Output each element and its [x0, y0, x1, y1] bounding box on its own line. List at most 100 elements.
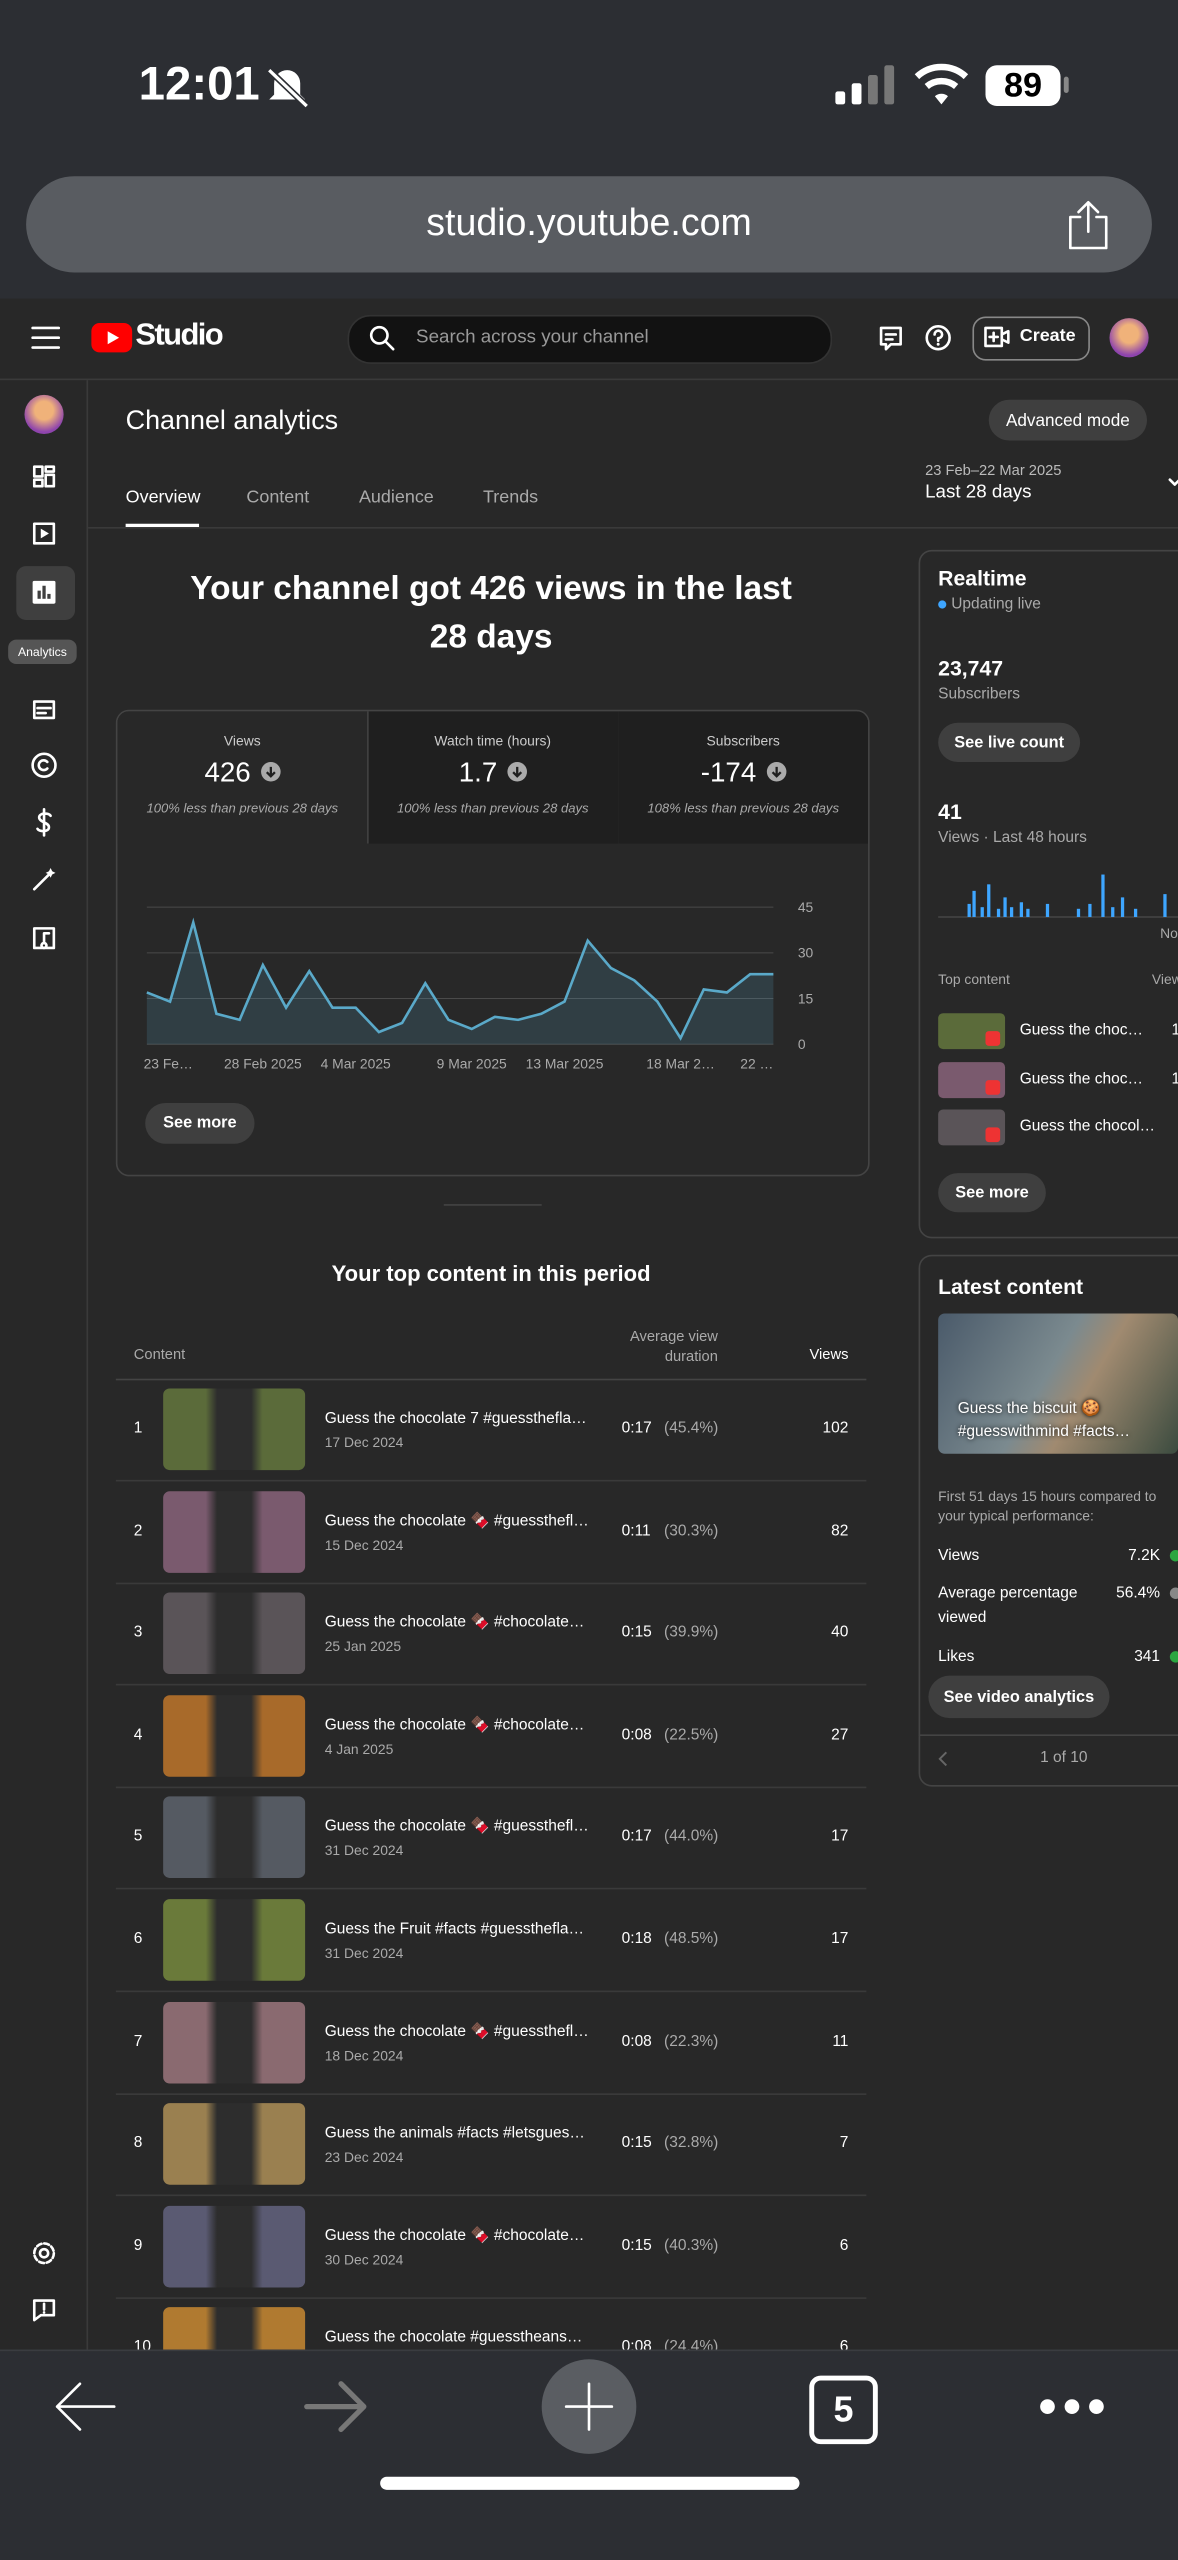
- account-avatar[interactable]: [1109, 318, 1149, 358]
- audio-icon[interactable]: [32, 927, 56, 950]
- y-tick-label: 0: [798, 1036, 806, 1052]
- latest-compare: First 51 days 15 hours compared to your …: [938, 1488, 1157, 1524]
- row-title: Guess the chocolate 🍫 #guessthefl…: [324, 1818, 589, 1837]
- row-date: 31 Dec 2024: [324, 1842, 404, 1860]
- rt-views: 1: [1171, 1070, 1178, 1089]
- wifi-icon: [914, 63, 969, 105]
- more-button[interactable]: [1039, 2398, 1104, 2414]
- row-title: Guess the animals #facts #letsgues…: [324, 2124, 585, 2143]
- row-views: 40: [831, 1623, 849, 1642]
- youtube-logo[interactable]: [91, 323, 133, 353]
- row-divider: [115, 1786, 867, 1788]
- row-divider: [115, 1684, 867, 1686]
- row-percent: (30.3%): [664, 1521, 719, 1540]
- metric-note: 100% less than previous 28 days: [396, 801, 589, 816]
- tab-indicator: [125, 523, 200, 528]
- channel-avatar[interactable]: [24, 394, 64, 435]
- metric-value: -174: [618, 757, 868, 790]
- x-tick-label: 18 Mar 2…: [646, 1056, 715, 1072]
- row-percent: (39.9%): [664, 1623, 719, 1642]
- metric-value: 426: [117, 757, 367, 790]
- row-divider: [115, 2194, 867, 2197]
- settings-icon[interactable]: [31, 2240, 57, 2266]
- stat-indicator: [1169, 1550, 1178, 1562]
- views-chart: 0 15 30 45 23 Fe… 28 Feb 2025 4 Mar 2025 9 Mar …: [144, 899, 814, 1072]
- row-thumbnail: [163, 1388, 306, 1471]
- x-tick-label: 9 Mar 2025: [437, 1056, 507, 1072]
- logo-text: Studio: [135, 318, 223, 353]
- realtime-see-more[interactable]: See more: [938, 1173, 1046, 1213]
- forward-button[interactable]: [303, 2379, 368, 2434]
- dashboard-icon[interactable]: [32, 465, 56, 488]
- url: studio.youtube.com: [426, 200, 752, 244]
- row-percent: (45.4%): [664, 1419, 719, 1438]
- period-dropdown[interactable]: [1168, 478, 1178, 488]
- copyright-icon[interactable]: [31, 752, 57, 778]
- new-tab-icon: [564, 2382, 614, 2431]
- row-date: 17 Dec 2024: [324, 1434, 404, 1451]
- back-button[interactable]: [52, 2379, 117, 2434]
- period[interactable]: Last 28 days: [925, 482, 1032, 503]
- table-header-divider: [115, 1378, 867, 1381]
- x-tick-label: 28 Feb 2025: [224, 1056, 302, 1072]
- row-date: 23 Dec 2024: [324, 2149, 404, 2166]
- customization-icon[interactable]: [32, 868, 56, 891]
- metric-value-text: 1.7: [458, 757, 498, 789]
- search-box[interactable]: [347, 314, 833, 364]
- realtime-card: [918, 549, 1178, 1239]
- realtime-title: Realtime: [938, 566, 1027, 591]
- row-divider: [115, 1990, 867, 1993]
- pager-prev[interactable]: [938, 1751, 948, 1767]
- tabs-button[interactable]: 5: [809, 2375, 878, 2445]
- tab-audience[interactable]: Audience: [358, 487, 434, 508]
- header-divider: [0, 378, 1178, 381]
- row-duration: 0:15: [621, 2236, 652, 2255]
- tab-trends[interactable]: Trends: [482, 487, 539, 508]
- subtitles-icon[interactable]: [32, 700, 56, 720]
- url-bar[interactable]: [26, 176, 1152, 273]
- help-icon[interactable]: [925, 325, 951, 351]
- row-title: Guess the Fruit #facts #guessthefla…: [324, 1920, 585, 1939]
- row-views: 6: [839, 2338, 849, 2357]
- y-tick-label: 45: [798, 899, 814, 915]
- row-date: 31 Dec 2024: [324, 1944, 404, 1962]
- section-divider: [443, 1204, 542, 1206]
- row-title: Guess the chocolate #guesstheans…: [324, 2328, 583, 2347]
- row-thumbnail: [163, 1694, 306, 1777]
- see-more-button[interactable]: See more: [145, 1102, 255, 1144]
- rt-shorts-badge: [985, 1127, 1001, 1143]
- tabs-divider: [88, 527, 1178, 529]
- row-duration: 0:08: [621, 2032, 652, 2051]
- row-views: 11: [832, 2032, 849, 2051]
- row-views: 6: [839, 2236, 849, 2255]
- stat-indicator: [1169, 1587, 1178, 1599]
- realtime-views: 41: [938, 799, 962, 824]
- latest-video-title: Guess the biscuit 🍪 #guesswithmind #fact…: [957, 1399, 1131, 1441]
- rt-title: Guess the choc…: [1019, 1069, 1143, 1088]
- row-views: 27: [831, 1725, 849, 1744]
- row-percent: (48.5%): [664, 1930, 719, 1949]
- row-title: Guess the chocolate 🍫 #guessthefl…: [324, 1511, 589, 1530]
- send-feedback-icon[interactable]: [32, 2299, 56, 2322]
- create-button[interactable]: [972, 316, 1090, 361]
- share-button[interactable]: [1065, 199, 1111, 251]
- row-date: 18 Dec 2024: [324, 2046, 404, 2064]
- tab-content[interactable]: Content: [246, 487, 310, 508]
- row-views: 17: [831, 1828, 849, 1846]
- pager-divider: [918, 1734, 1178, 1737]
- advanced-mode-button[interactable]: Advanced mode: [988, 399, 1148, 441]
- battery: 89: [985, 65, 1061, 107]
- row-percent: (22.3%): [664, 2032, 719, 2051]
- feedback-icon[interactable]: [879, 326, 902, 352]
- earn-icon[interactable]: [34, 807, 54, 837]
- latest-thumbnail[interactable]: [938, 1313, 1178, 1454]
- views-header: View: [1151, 970, 1178, 988]
- content-icon[interactable]: [32, 522, 56, 545]
- menu-button[interactable]: [31, 326, 61, 349]
- metric: Views 426 100% less than previous 28 days: [117, 711, 369, 844]
- tab-overview[interactable]: Overview: [125, 487, 201, 508]
- mute-icon: [266, 67, 309, 109]
- video-analytics-button[interactable]: See video analytics: [928, 1675, 1110, 1719]
- live-count-button[interactable]: See live count: [938, 722, 1081, 762]
- row-rank: 2: [133, 1521, 143, 1540]
